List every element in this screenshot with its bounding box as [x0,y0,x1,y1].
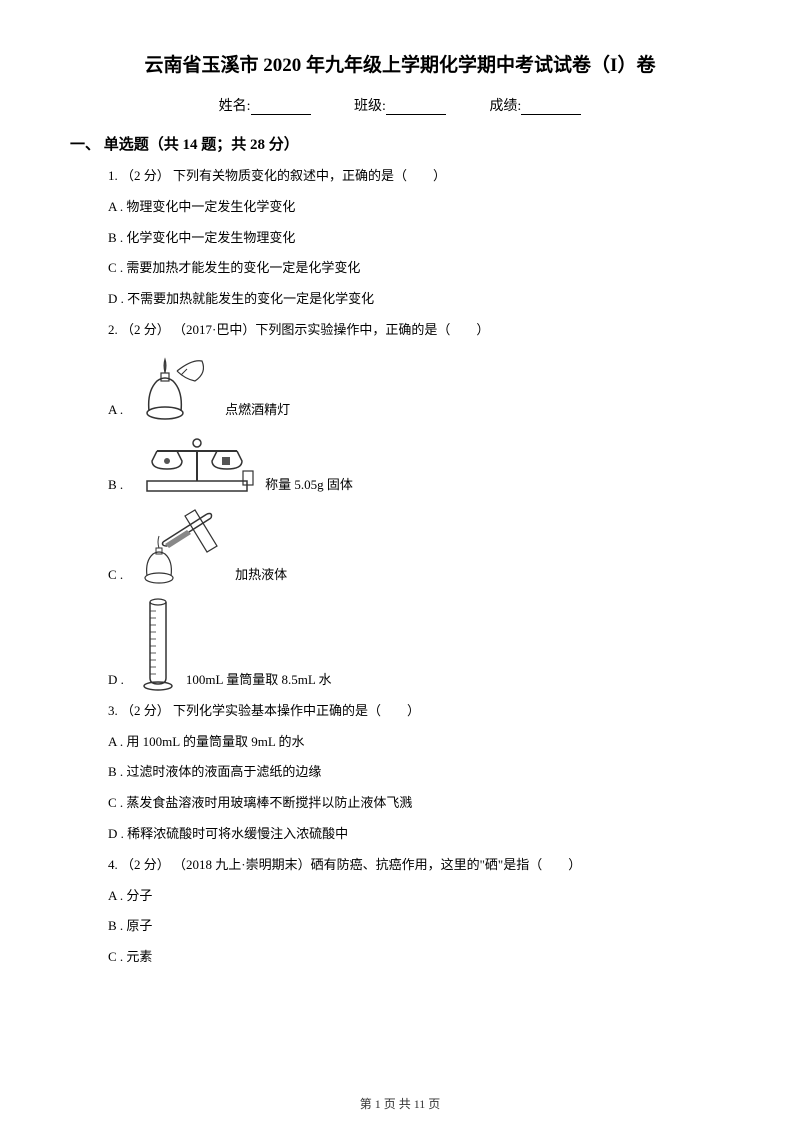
balance-scale-icon [137,431,257,496]
q3-option-a: A . 用 100mL 的量筒量取 9mL 的水 [108,732,730,753]
score-label: 成绩: [489,99,521,114]
q1-option-d: D . 不需要加热就能发生的变化一定是化学变化 [108,289,730,310]
q1-stem: 1. （2 分） 下列有关物质变化的叙述中，正确的是（ ） [108,166,730,187]
q1-option-c: C . 需要加热才能发生的变化一定是化学变化 [108,258,730,279]
q2-d-text: 100mL 量筒量取 8.5mL 水 [186,670,332,691]
q2-option-d: D . 100mL 量筒量取 8.5mL 水 [108,596,730,691]
q3-option-d: D . 稀释浓硫酸时可将水缓慢注入浓硫酸中 [108,824,730,845]
q2-c-letter: C . [108,565,123,586]
q1-option-b: B . 化学变化中一定发生物理变化 [108,228,730,249]
name-underline [251,101,311,115]
q2-a-text: 点燃酒精灯 [225,400,290,421]
header-fields: 姓名: 班级: 成绩: [70,95,730,115]
q4-stem: 4. （2 分） （2018 九上·崇明期末）硒有防癌、抗癌作用，这里的"硒"是… [108,855,730,876]
q2-a-letter: A . [108,400,123,421]
q2-stem: 2. （2 分） （2017·巴中）下列图示实验操作中，正确的是（ ） [108,320,730,341]
section-1-header: 一、 单选题（共 14 题；共 28 分） [70,133,730,154]
q4-option-b: B . 原子 [108,916,730,937]
q3-option-b: B . 过滤时液体的液面高于滤纸的边缘 [108,762,730,783]
alcohol-lamp-icon [137,351,217,421]
q2-d-letter: D . [108,670,124,691]
exam-title: 云南省玉溪市 2020 年九年级上学期化学期中考试试卷（I）卷 [70,50,730,77]
page-footer: 第 1 页 共 11 页 [0,1095,800,1112]
q2-c-text: 加热液体 [235,565,287,586]
q3-option-c: C . 蒸发食盐溶液时用玻璃棒不断搅拌以防止液体飞溅 [108,793,730,814]
q2-option-a: A . 点燃酒精灯 [108,351,730,421]
heating-liquid-icon [137,506,227,586]
q2-b-text: 称量 5.05g 固体 [265,475,353,496]
q2-option-b: B . 称量 5.05g 固体 [108,431,730,496]
q2-option-c: C . 加热液体 [108,506,730,586]
graduated-cylinder-icon [138,596,178,691]
q4-option-a: A . 分子 [108,886,730,907]
class-label: 班级: [354,99,386,114]
class-underline [386,101,446,115]
q3-stem: 3. （2 分） 下列化学实验基本操作中正确的是（ ） [108,701,730,722]
name-label: 姓名: [219,99,251,114]
q4-option-c: C . 元素 [108,947,730,968]
q2-b-letter: B . [108,475,123,496]
q1-option-a: A . 物理变化中一定发生化学变化 [108,197,730,218]
score-underline [521,101,581,115]
